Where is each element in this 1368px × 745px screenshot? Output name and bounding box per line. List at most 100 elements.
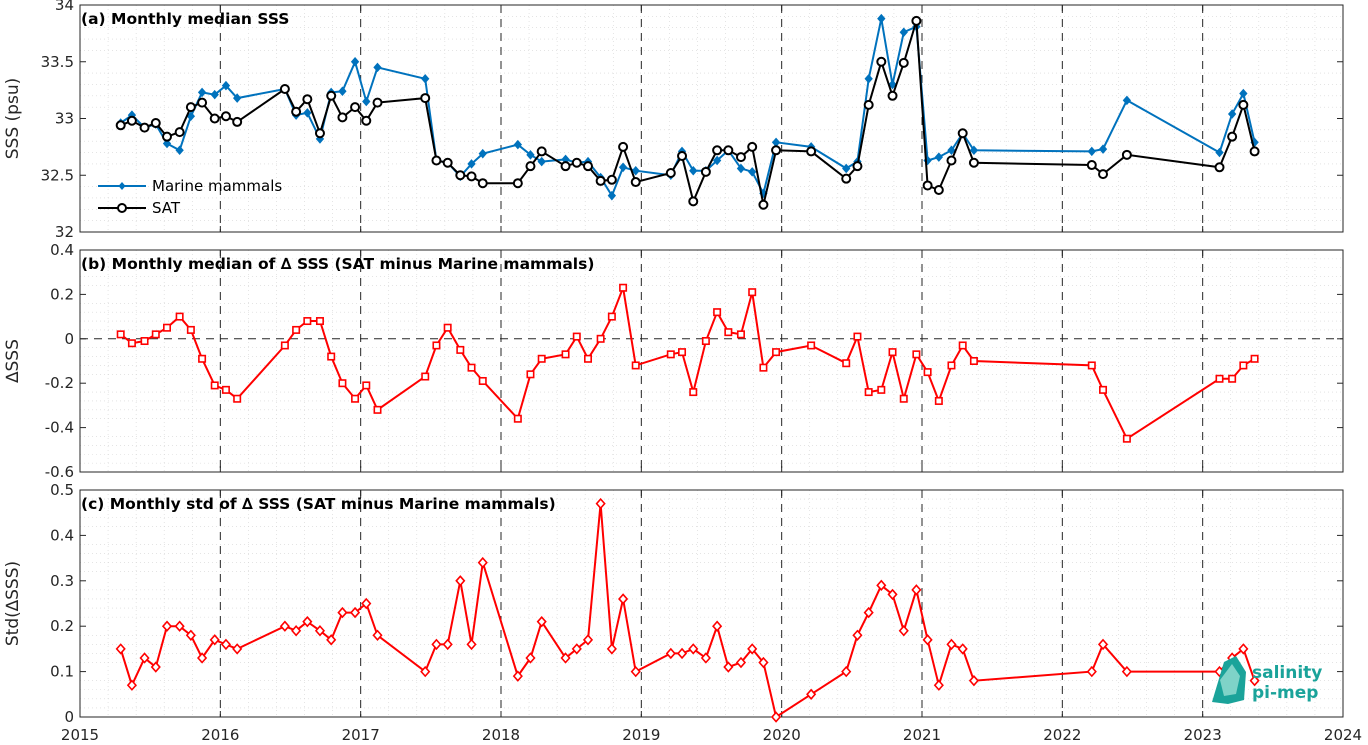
data-point [665, 647, 676, 660]
data-point [887, 588, 898, 601]
data-point [197, 652, 208, 664]
data-point [618, 141, 629, 152]
y-tick-label: -0.4 [45, 419, 74, 437]
data-point [922, 180, 933, 191]
data-point [666, 350, 675, 359]
data-point [150, 118, 161, 129]
panel-title: (c) Monthly std of ∆ SSS (SAT minus Mari… [81, 495, 556, 513]
data-point [933, 679, 944, 691]
x-tick-label: 2022 [1043, 726, 1081, 744]
data-point [863, 606, 874, 619]
data-point [712, 620, 723, 632]
x-tick-label: 2019 [622, 726, 660, 744]
data-point [185, 102, 196, 113]
data-point [478, 376, 487, 385]
data-point [582, 634, 594, 646]
data-point [560, 161, 571, 172]
data-point [526, 150, 535, 160]
series-1 [116, 283, 1259, 443]
data-point [969, 356, 978, 365]
data-point [302, 615, 313, 628]
data-point [232, 643, 243, 655]
data-point [934, 396, 943, 405]
data-point [197, 87, 207, 98]
data-point [327, 352, 336, 361]
panel-2: -0.6 -0.4 -0.2 0 0.2 0.4 ∆SSS (b) Monthly media… [3, 241, 1344, 481]
data-point [933, 185, 944, 196]
data-point [934, 152, 944, 162]
data-point [888, 79, 897, 90]
year-grid [219, 5, 1204, 232]
data-point [279, 620, 290, 632]
data-point [233, 394, 242, 403]
data-point [770, 711, 782, 723]
y-axis-label: Std(∆SSS) [3, 561, 23, 646]
data-point [958, 341, 967, 350]
data-point [968, 674, 979, 687]
data-point [175, 312, 184, 321]
data-point [911, 15, 922, 26]
data-point [736, 163, 746, 174]
data-point [198, 354, 207, 363]
data-point [455, 170, 466, 181]
data-point [676, 647, 688, 660]
data-point [747, 141, 758, 152]
data-point [536, 146, 547, 157]
data-point [700, 652, 711, 664]
data-point [631, 165, 640, 176]
minor-grid [80, 250, 1343, 472]
data-point [185, 629, 196, 641]
data-point [431, 155, 442, 166]
data-point [1086, 160, 1097, 171]
data-point [151, 330, 160, 339]
data-point [139, 652, 150, 664]
data-point [362, 96, 371, 107]
data-point [584, 354, 593, 363]
data-point [220, 638, 232, 651]
data-point [1122, 434, 1131, 443]
data-point [1087, 361, 1096, 370]
data-point [477, 178, 488, 189]
data-point [140, 337, 149, 346]
data-point [1249, 146, 1260, 157]
data-point [735, 152, 746, 163]
data-point [466, 638, 477, 651]
data-point [1238, 99, 1249, 110]
data-point [326, 634, 337, 646]
data-point [806, 146, 817, 157]
minor-grid [80, 5, 1343, 232]
data-point [127, 339, 136, 348]
data-point [723, 661, 734, 673]
panel-1: 32 32.5 33 33.5 34 SSS (psu) (a) Monthly media… [3, 0, 1344, 241]
data-point [806, 688, 817, 701]
data-point [842, 163, 851, 174]
y-tick-label: 33.5 [41, 53, 74, 71]
data-point [758, 656, 769, 669]
data-point [1227, 131, 1238, 142]
data-point [665, 167, 676, 178]
data-point [442, 638, 453, 651]
data-point [1228, 374, 1237, 383]
data-point [221, 80, 231, 91]
data-point [210, 89, 219, 100]
data-point [922, 634, 933, 646]
data-point [876, 579, 887, 592]
data-point [735, 656, 747, 669]
data-point [572, 332, 581, 341]
data-point [315, 317, 324, 326]
y-tick-label: 0 [64, 708, 74, 726]
data-point [888, 348, 897, 357]
data-point [1121, 149, 1132, 160]
data-point [688, 643, 699, 655]
data-point [303, 108, 312, 118]
data-point [525, 161, 536, 172]
y-tick-label: 0.2 [50, 285, 74, 303]
x-tick-label: 2024 [1324, 726, 1362, 744]
data-point [596, 334, 605, 343]
data-point [701, 337, 710, 346]
data-point [560, 652, 571, 664]
data-point [946, 638, 957, 651]
data-point [712, 155, 722, 166]
data-point [876, 56, 887, 67]
data-point [337, 606, 348, 619]
